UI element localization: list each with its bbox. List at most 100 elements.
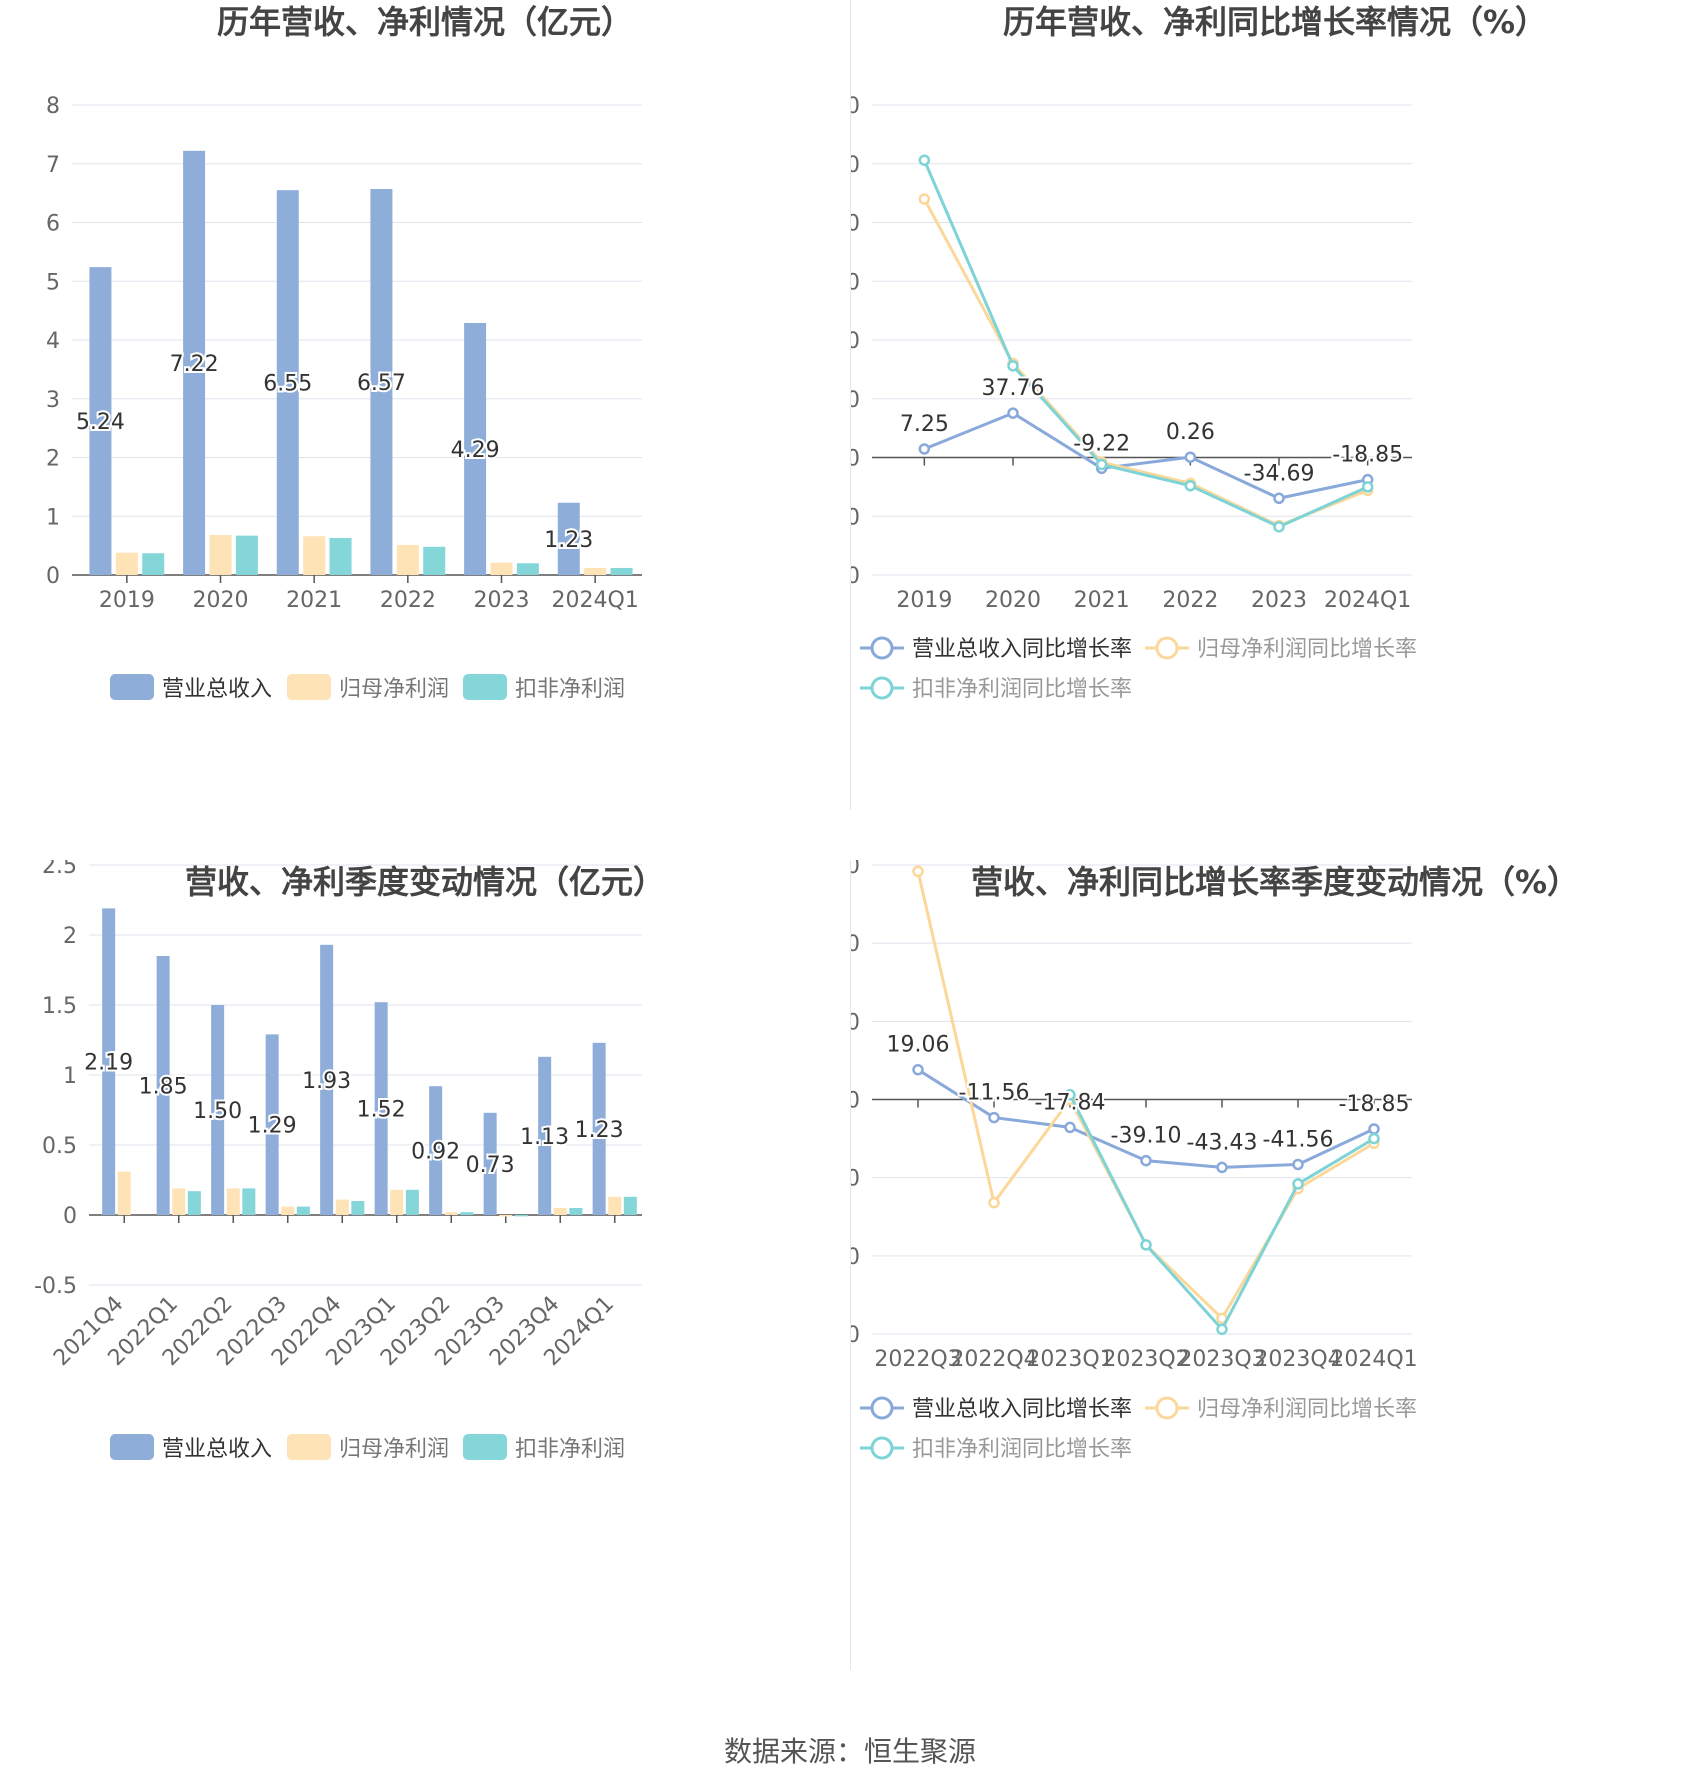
y-tick-label: 2.5: [42, 860, 77, 879]
bar: [209, 535, 232, 575]
legend-label: 归母净利润: [339, 1437, 449, 1462]
quarterly-growth-panel: 营收、净利同比增长率季度变动情况（%） -150 -100 -50 0 50 100 150 2…: [850, 860, 1700, 1720]
y-tick-label: 6: [46, 212, 60, 237]
bar: [405, 1189, 419, 1215]
bar: [211, 1005, 225, 1215]
y-tick-label: 2: [63, 924, 77, 949]
vertical-divider-top: [850, 0, 851, 810]
bar: [514, 1215, 528, 1217]
line-data-label: 7.25: [900, 412, 949, 437]
chart-content: 历年营收、净利同比增长率情况（%） -100 -50 0 50 100 150 200 250 3…: [850, 3, 1547, 702]
line-point: [988, 1111, 1000, 1124]
bar: [390, 1189, 404, 1215]
legend-swatch: [110, 1434, 154, 1460]
line-data-label: -41.56: [1263, 1127, 1334, 1152]
bar: [102, 908, 116, 1215]
x-tick-label: 2022: [1162, 588, 1218, 613]
line-point: [918, 443, 931, 455]
y-tick-label: 8: [46, 94, 60, 119]
legend-label: 营业总收入同比增长率: [912, 1397, 1132, 1422]
x-tick-label: 2020: [985, 588, 1041, 613]
line-data-label: 19.06: [887, 1033, 950, 1058]
bar-data-label: 1.13: [520, 1125, 569, 1150]
bar-data-label: 1.29: [248, 1114, 297, 1139]
bar-data-label: 5.24: [76, 410, 125, 435]
bar: [296, 1206, 310, 1215]
bar: [115, 552, 138, 575]
bar: [516, 563, 539, 575]
x-tick-label: 2019: [99, 588, 155, 613]
line-data-label: 0.26: [1166, 420, 1215, 445]
line-point: [1292, 1158, 1304, 1171]
bar-data-label: 6.57: [357, 371, 406, 396]
y-tick-label: 300: [850, 94, 860, 119]
bar: [396, 545, 419, 575]
line-point: [1184, 479, 1197, 492]
data-source: 数据来源：恒生聚源: [0, 1730, 1700, 1770]
bar: [335, 1199, 349, 1215]
bar: [608, 1196, 622, 1215]
x-tick-label: 2022Q4: [950, 1347, 1037, 1372]
bar: [187, 1191, 201, 1215]
bar-data-label: 7.22: [170, 352, 219, 377]
line-point: [1064, 1089, 1076, 1101]
line-point: [1095, 458, 1108, 471]
bar: [592, 1042, 606, 1215]
bar: [242, 1188, 256, 1215]
line-point: [1007, 407, 1019, 419]
annual-growth-chart: 历年营收、净利同比增长率情况（%） -100 -50 0 50 100 150 200 250 3…: [850, 3, 1547, 702]
y-tick-label: 100: [850, 932, 860, 957]
y-tick-label: 7: [46, 153, 60, 178]
quarterly-amounts-chart: 营收、净利季度变动情况（亿元）-0.500.511.522.52021Q4202…: [34, 860, 665, 1462]
bar-data-label: 2.19: [84, 1051, 133, 1076]
line-point: [988, 1196, 1000, 1209]
bar-data-label: 0.73: [466, 1153, 515, 1178]
legend-label: 扣非净利润: [515, 1437, 625, 1462]
legend-label: 营业总收入: [162, 1437, 272, 1462]
bar-data-label: 1.23: [544, 528, 593, 553]
bar: [89, 267, 112, 575]
x-tick-label: 2022Q3: [874, 1347, 961, 1372]
x-tick-label: 2024Q1: [1324, 588, 1411, 613]
x-tick-label: 2024Q1: [1330, 1347, 1417, 1372]
bar: [460, 1212, 474, 1215]
y-tick-label: 1: [63, 1064, 77, 1089]
y-tick-label: -100: [850, 1245, 860, 1270]
source-value: 恒生聚源: [864, 1735, 977, 1768]
legend-marker: [870, 636, 894, 660]
legend-label: 归母净利润同比增长率: [1197, 1397, 1417, 1422]
x-tick-label: 2023Q2: [1102, 1347, 1189, 1372]
line-point: [1361, 481, 1374, 493]
bar: [303, 536, 326, 575]
bar: [226, 1188, 240, 1215]
legend-marker: [870, 676, 894, 700]
y-tick-label: 150: [850, 860, 860, 879]
bar: [483, 1112, 497, 1215]
y-tick-label: 150: [850, 270, 860, 295]
line-point: [1292, 1178, 1304, 1190]
line-point: [1368, 1123, 1380, 1135]
bar: [235, 535, 258, 575]
line-point: [1368, 1132, 1380, 1145]
bar: [351, 1201, 365, 1215]
y-tick-label: 0: [850, 1089, 860, 1114]
annual-amounts-panel: 历年营收、净利情况（亿元） 0 1 2 3 4 5 6 7 8 2019 2020 2021 2022 20…: [0, 0, 850, 860]
bar: [464, 322, 487, 575]
bar: [499, 1215, 513, 1217]
legend-label: 扣非净利润: [515, 677, 625, 702]
legend-label: 归母净利润: [339, 677, 449, 702]
series-line: [922, 159, 1369, 529]
bar: [374, 1002, 388, 1215]
x-tick-label: 2023: [1251, 588, 1307, 613]
x-tick-label: 2024Q1: [552, 588, 639, 613]
legend-swatch: [287, 1434, 331, 1460]
bar-data-label: 1.52: [357, 1098, 406, 1123]
x-tick-label: 2023: [474, 588, 530, 613]
legend-label: 扣非净利润同比增长率: [912, 1437, 1132, 1462]
y-tick-label: -0.5: [34, 1274, 77, 1299]
line-point: [918, 154, 931, 166]
line-data-label: -17.84: [1035, 1090, 1106, 1115]
x-tick-label: 2021: [1074, 588, 1130, 613]
bar-data-label: 6.55: [263, 372, 312, 397]
line-point: [1273, 521, 1285, 533]
